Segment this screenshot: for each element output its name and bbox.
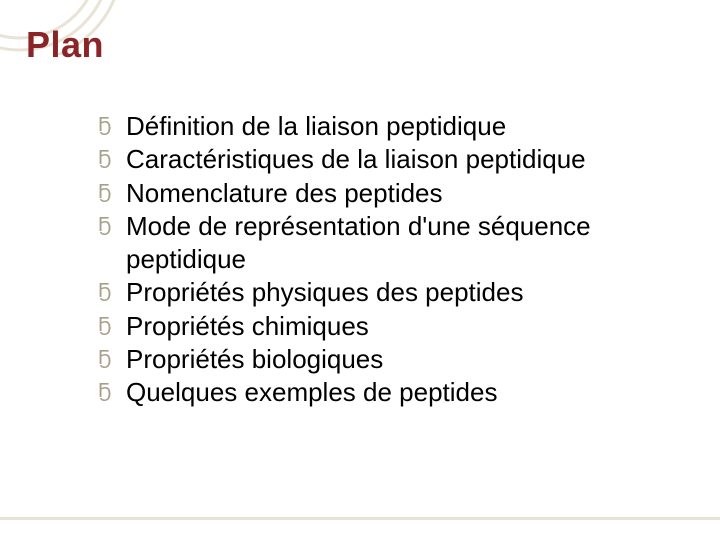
slide: Plan Ҕ Définition de la liaison peptidiq… xyxy=(0,0,720,540)
bullet-icon: Ҕ xyxy=(98,115,111,135)
list-item: Ҕ Caractéristiques de la liaison peptidi… xyxy=(98,143,680,176)
list-item-text: Propriétés physiques des peptides xyxy=(126,277,523,307)
bullet-icon: Ҕ xyxy=(98,315,111,335)
list-item: Ҕ Propriétés biologiques xyxy=(98,343,680,376)
list-item: Ҕ Propriétés physiques des peptides xyxy=(98,276,680,309)
bullet-icon: Ҕ xyxy=(98,281,111,301)
list-item-text: Définition de la liaison peptidique xyxy=(126,111,506,141)
list-item: Ҕ Nomenclature des peptides xyxy=(98,177,680,210)
list-item: Ҕ Mode de représentation d'une séquence … xyxy=(98,210,680,277)
list-item-text: Propriétés biologiques xyxy=(126,344,383,374)
list-item-text: Propriétés chimiques xyxy=(126,311,369,341)
bullet-icon: Ҕ xyxy=(98,182,111,202)
list-item-text: Nomenclature des peptides xyxy=(126,178,443,208)
content-list: Ҕ Définition de la liaison peptidique Ҕ … xyxy=(98,110,680,409)
bottom-divider xyxy=(0,517,720,520)
bullet-icon: Ҕ xyxy=(98,148,111,168)
list-item-text: Quelques exemples de peptides xyxy=(126,377,497,407)
bullet-icon: Ҕ xyxy=(98,381,111,401)
list-item-text: Caractéristiques de la liaison peptidiqu… xyxy=(126,144,586,174)
list-item: Ҕ Définition de la liaison peptidique xyxy=(98,110,680,143)
bullet-icon: Ҕ xyxy=(98,215,111,235)
list-item: Ҕ Propriétés chimiques xyxy=(98,310,680,343)
bullet-icon: Ҕ xyxy=(98,348,111,368)
list-item: Ҕ Quelques exemples de peptides xyxy=(98,376,680,409)
list-item-text: Mode de représentation d'une séquence pe… xyxy=(126,211,591,274)
slide-title: Plan xyxy=(26,24,104,66)
